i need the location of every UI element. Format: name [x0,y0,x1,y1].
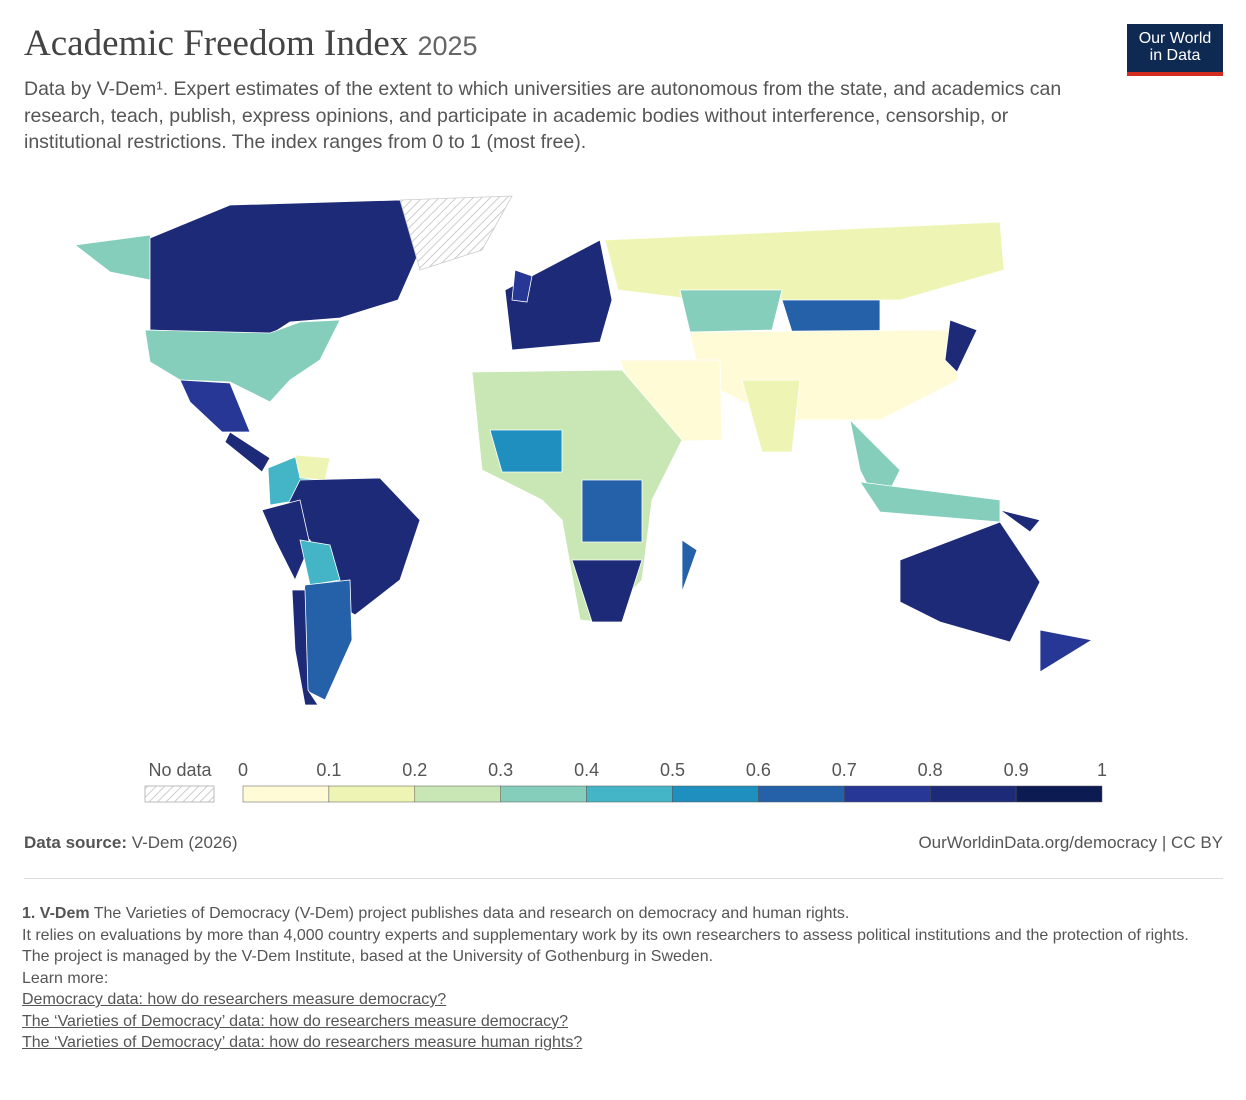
note-line: Learn more: [22,969,109,987]
country[interactable] [944,319,978,373]
title-block: Academic Freedom Index 2025 [24,22,478,65]
legend-bin [500,785,587,803]
source-url: OurWorldinData.org/democracy | CC BY [918,833,1223,852]
country[interactable] [144,319,341,403]
subtitle: Data by V-Dem¹. Expert estimates of the … [24,78,1062,153]
country[interactable] [741,379,801,453]
note-link[interactable]: The ‘Varieties of Democracy’ data: how d… [22,1034,583,1051]
country[interactable] [399,195,513,271]
title: Academic Freedom Index [24,23,409,64]
country[interactable] [781,299,881,333]
country[interactable] [581,479,643,543]
legend-tick-label: 0.3 [488,760,513,780]
legend-bin [414,785,501,803]
country[interactable] [149,199,421,336]
logo-line: Our World [1138,30,1212,47]
legend-tick-label: 0.2 [402,760,427,780]
note-intro: 1. V-Dem The Varieties of Democracy (V-D… [22,903,1212,925]
country[interactable] [511,269,533,303]
legend-bin [672,785,759,803]
country[interactable] [689,329,959,421]
country[interactable] [504,239,613,351]
divider [24,878,1223,879]
legend-bin [242,785,330,803]
legend-bin [586,785,673,803]
note-text: The Varieties of Democracy (V-Dem) proje… [93,905,850,922]
legend-bin [929,785,1017,803]
legend-tick-label: 0.8 [918,760,943,780]
map: No data 0 0.1 0.2 0.3 0.4 0.5 0.6 0.7 0.8 0.9 1 [73,195,1107,803]
logo[interactable]: Our World in Data [1127,24,1223,76]
source-text: V-Dem (2026) [131,833,238,852]
note-link[interactable]: Democracy data: how do researchers measu… [22,991,447,1008]
legend-tick-label: 0.6 [746,760,771,780]
legend-bin [328,785,416,803]
country[interactable] [1039,629,1094,673]
no-data-swatch [144,785,215,803]
note-line: It relies on evaluations by more than 4,… [22,926,1189,944]
country[interactable] [859,481,1001,523]
country[interactable] [681,539,698,593]
legend-tick-label: 0.7 [832,760,857,780]
source-label: Data source: [24,833,127,852]
country[interactable] [604,221,1005,301]
year: 2025 [417,31,478,61]
country[interactable] [224,431,271,473]
country[interactable] [179,379,251,433]
legend-bin [758,785,845,803]
note-heading: 1. V-Dem [22,905,90,922]
country[interactable] [899,521,1041,643]
notes: 1. V-Dem The Varieties of Democracy (V-D… [22,903,1212,1054]
country[interactable] [294,454,331,481]
country[interactable] [291,589,319,706]
country[interactable] [471,369,683,623]
source: Data source: V-Dem (2026) [24,833,238,853]
legend-tick-label: 1 [1097,760,1107,780]
country[interactable] [999,509,1041,533]
note-line: The project is managed by the V-Dem Inst… [22,948,714,965]
logo-line: in Data [1149,47,1201,64]
countries [73,195,1094,706]
legend-tick-label: 0 [238,760,248,780]
legend-bin [1015,785,1103,803]
no-data-label: No data [148,760,212,780]
legend-tick-label: 0.5 [660,760,685,780]
country[interactable] [299,539,341,586]
legend-tick-label: 0.9 [1004,760,1029,780]
country[interactable] [73,234,161,283]
legend-tick-label: 0.1 [316,760,341,780]
country[interactable] [261,499,311,581]
legend: 0 0.1 0.2 0.3 0.4 0.5 0.6 0.7 0.8 0.9 1 [238,760,1107,803]
country[interactable] [571,559,643,623]
country[interactable] [489,429,563,473]
country[interactable] [679,289,783,333]
legend-tick-label: 0.4 [574,760,599,780]
legend-bin [844,785,931,803]
note-link[interactable]: The ‘Varieties of Democracy’ data: how d… [22,1012,569,1030]
